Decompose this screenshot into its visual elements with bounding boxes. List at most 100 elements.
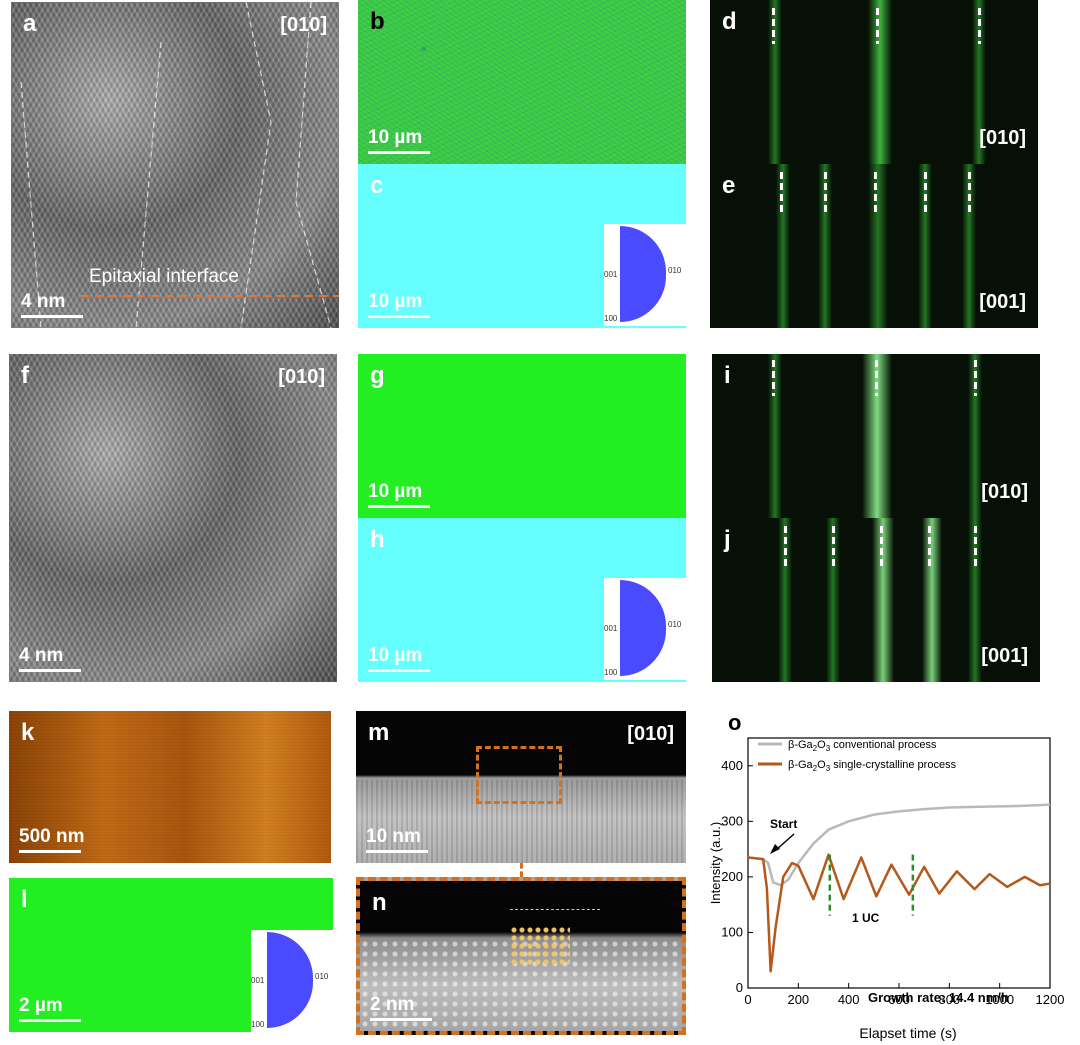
ipf-color-key: 001 010 100 — [251, 930, 333, 1032]
start-annotation: Start — [770, 817, 797, 831]
scale-bar-label: 4 nm — [21, 291, 66, 312]
panel-m-stem-cross-section: m [010] 10 nm — [356, 711, 686, 863]
panel-letter: m — [368, 719, 390, 746]
zoom-region-box — [476, 746, 562, 804]
growth-rate-annotation: Growth rate: 14.4 nm/h — [868, 990, 1009, 1005]
zone-axis-label: [010] — [979, 127, 1026, 149]
uc-annotation: 1 UC — [852, 911, 880, 925]
scale-bar-label: 10 µm — [368, 645, 423, 666]
ipf-label-010: 010 — [668, 620, 682, 629]
panel-letter: a — [23, 10, 37, 37]
panel-a-stem-image: a [010] Epitaxial interface 4 nm — [11, 2, 339, 328]
legend: β-Ga2O3 conventional process β-Ga2O3 sin… — [758, 739, 957, 773]
ipf-label-001: 001 — [604, 270, 618, 279]
panel-letter: i — [724, 362, 731, 389]
panel-f-stem-image: f [010] 4 nm — [9, 354, 337, 682]
panel-letter: g — [370, 362, 385, 389]
ipf-label-100: 100 — [251, 1020, 265, 1029]
legend-entry-single-crystalline: β-Ga2O3 single-crystalline process — [788, 759, 957, 773]
scale-bar: 500 nm — [19, 826, 84, 853]
series-conventional-line — [747, 803, 1051, 887]
scale-bar-label: 10 µm — [368, 481, 423, 502]
interface-label: Epitaxial interface — [89, 266, 239, 287]
ipf-label-100: 100 — [604, 314, 618, 323]
scale-bar: 10 µm — [368, 645, 430, 672]
zone-axis-label: [010] — [278, 366, 325, 388]
scale-bar: 10 µm — [368, 291, 430, 318]
ipf-color-key: 001 010 100 — [604, 224, 686, 326]
panel-letter: l — [21, 886, 28, 913]
zone-axis-label: [001] — [979, 291, 1026, 313]
panel-letter: b — [370, 8, 385, 35]
scale-bar-label: 2 nm — [370, 994, 415, 1015]
zone-axis-label: [010] — [280, 14, 327, 36]
ipf-label-100: 100 — [604, 668, 618, 677]
ipf-label-001: 001 — [604, 624, 618, 633]
uc-markers — [828, 854, 915, 916]
panel-g-orientation-map: g 10 µm — [358, 354, 686, 518]
x-tick-label: 1000 — [985, 992, 1014, 1007]
panel-letter: h — [370, 526, 385, 553]
y-tick-label: 100 — [721, 924, 743, 939]
y-tick-label: 300 — [721, 813, 743, 828]
panel-k-afm-image: k 500 nm — [9, 711, 331, 863]
scale-bar: 4 nm — [19, 645, 81, 672]
panel-n-stem-zoom: n 2 nm — [356, 877, 686, 1035]
x-tick-label: 0 — [744, 992, 751, 1007]
start-arrow — [775, 833, 795, 851]
scale-bar: 10 nm — [366, 826, 428, 853]
x-tick-label: 600 — [888, 992, 910, 1007]
y-axis-label: Intensity (a.u.) — [710, 822, 723, 904]
panel-l-orientation-map: l 2 µm 001 010 100 — [9, 878, 333, 1032]
scale-bar: 2 nm — [370, 994, 432, 1021]
scale-bar: 4 nm — [21, 291, 83, 318]
zoom-connector-line — [520, 863, 523, 877]
ipf-color-key: 001 010 100 — [604, 578, 686, 680]
scale-bar-label: 2 µm — [19, 995, 63, 1016]
y-tick-label: 400 — [721, 758, 743, 773]
panel-o-intensity-chart: o 0 200 400 600 800 1000 1200 0 100 200 300 400 Int… — [710, 710, 1064, 1041]
x-tick-label: 1200 — [1036, 992, 1065, 1007]
legend-entry-conventional: β-Ga2O3 conventional process — [788, 739, 937, 753]
panel-d-rheed: d [010] — [710, 0, 1038, 164]
zone-axis-label: [010] — [627, 723, 674, 745]
scale-bar: 2 µm — [19, 995, 81, 1022]
panel-letter: f — [21, 362, 29, 389]
grain-boundary-lines — [20, 2, 339, 328]
scale-bar: 10 µm — [368, 127, 430, 154]
y-tick-label: 200 — [721, 869, 743, 884]
ipf-label-010: 010 — [668, 266, 682, 275]
panel-j-rheed: j [001] — [712, 518, 1040, 682]
panel-e-rheed: e [001] — [710, 164, 1038, 328]
series-single-crystalline-line — [747, 853, 1051, 973]
panel-letter: e — [722, 172, 736, 199]
ipf-label-010: 010 — [315, 972, 329, 981]
scale-bar-label: 10 µm — [368, 291, 423, 312]
scale-bar: 10 µm — [368, 481, 430, 508]
panel-letter: d — [722, 8, 737, 35]
x-axis-label: Elapset time (s) — [859, 1025, 956, 1041]
panel-letter: o — [728, 710, 741, 735]
panel-letter: n — [372, 889, 387, 916]
zone-axis-label: [010] — [981, 481, 1028, 503]
chart-ticks: 0 200 400 600 800 1000 1200 0 100 200 300 400 — [721, 758, 1064, 1007]
zone-axis-label: [001] — [981, 645, 1028, 667]
chart-series — [747, 803, 1051, 973]
scale-bar-label: 4 nm — [19, 645, 64, 666]
panel-letter: j — [724, 526, 731, 553]
panel-b-orientation-map: b 10 µm — [358, 0, 686, 164]
start-arrowhead — [770, 844, 780, 854]
scale-bar-label: 10 nm — [366, 826, 421, 847]
x-tick-label: 800 — [938, 992, 960, 1007]
panel-i-rheed: i [010] — [712, 354, 1040, 518]
panel-h-orientation-map: h 10 µm 001 010 100 — [358, 518, 686, 682]
panel-c-orientation-map: c 10 µm 001 010 100 — [358, 164, 686, 328]
scale-bar-label: 500 nm — [19, 826, 85, 847]
x-tick-label: 400 — [838, 992, 860, 1007]
ipf-label-001: 001 — [251, 976, 265, 985]
scale-bar-label: 10 µm — [368, 127, 423, 148]
panel-letter: c — [370, 172, 384, 199]
panel-letter: k — [21, 719, 35, 746]
x-tick-label: 200 — [787, 992, 809, 1007]
y-tick-label: 0 — [736, 980, 743, 995]
